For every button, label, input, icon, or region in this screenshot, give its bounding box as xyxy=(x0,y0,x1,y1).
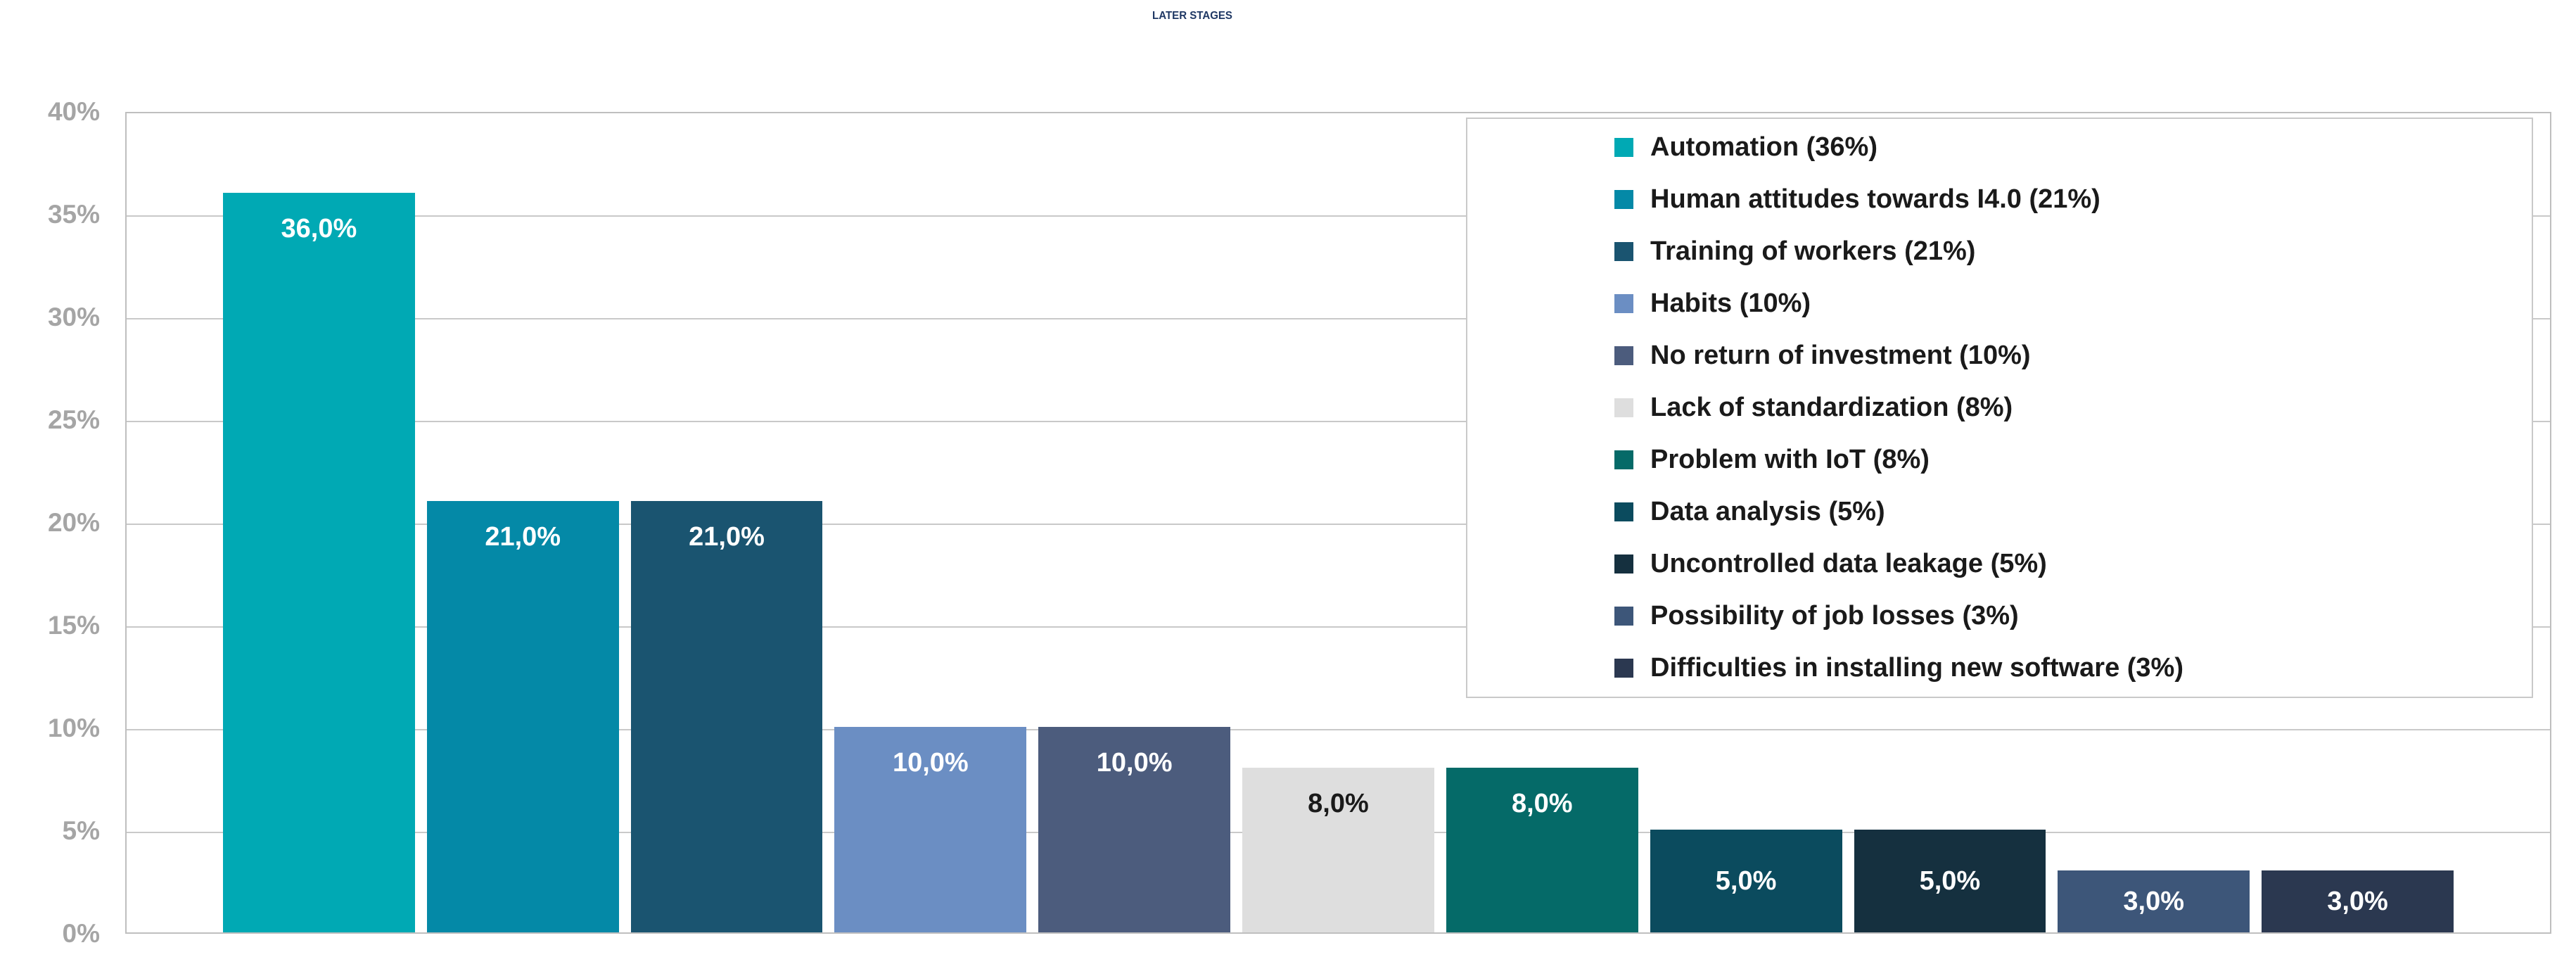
gridline xyxy=(127,729,2550,730)
y-axis-tick-label: 15% xyxy=(47,611,100,640)
bar: 10,0% xyxy=(1038,727,1231,932)
legend-item: Uncontrolled data leakage (5%) xyxy=(1614,538,2532,590)
y-axis-tick-label: 30% xyxy=(47,303,100,331)
y-axis-tick-label: 5% xyxy=(62,816,100,845)
bar-value-label: 21,0% xyxy=(485,522,561,552)
legend-item-label: Automation (36%) xyxy=(1650,132,1877,162)
legend-swatch xyxy=(1614,502,1633,521)
legend-swatch xyxy=(1614,607,1633,626)
gridline xyxy=(127,215,2550,217)
legend-swatch xyxy=(1614,190,1633,209)
legend-swatch xyxy=(1614,294,1633,313)
bar: 10,0% xyxy=(834,727,1027,932)
bar-value-label: 10,0% xyxy=(892,748,969,778)
legend: Automation (36%) Human attitudes towards … xyxy=(1466,118,2533,698)
chart-title: LATER STAGES xyxy=(1152,10,1232,22)
bar-value-label: 10,0% xyxy=(1096,748,1173,778)
gridline xyxy=(127,318,2550,319)
gridline xyxy=(127,421,2550,422)
legend-item: Difficulties in installing new software … xyxy=(1614,642,2532,695)
bar: 36,0% xyxy=(223,193,415,932)
legend-swatch xyxy=(1614,554,1633,573)
legend-item-label: Data analysis (5%) xyxy=(1650,497,1885,526)
legend-swatch xyxy=(1614,659,1633,678)
legend-item: Training of workers (21%) xyxy=(1614,226,2532,278)
bar-value-label: 21,0% xyxy=(689,522,765,552)
legend-swatch xyxy=(1614,138,1633,157)
legend-item: Data analysis (5%) xyxy=(1614,486,2532,538)
bar: 5,0% xyxy=(1650,830,1842,932)
legend-swatch xyxy=(1614,450,1633,469)
y-axis-tick-label: 40% xyxy=(47,97,100,126)
legend-item-label: Difficulties in installing new software … xyxy=(1650,653,2183,683)
bar-value-label: 3,0% xyxy=(2327,886,2388,916)
bar-value-label: 5,0% xyxy=(1919,866,1981,896)
legend-item-label: Uncontrolled data leakage (5%) xyxy=(1650,549,2047,578)
bar-value-label: 5,0% xyxy=(1715,866,1777,896)
legend-item: Automation (36%) xyxy=(1614,122,2532,174)
legend-item: Habits (10%) xyxy=(1614,278,2532,330)
legend-item: No return of investment (10%) xyxy=(1614,330,2532,382)
legend-swatch xyxy=(1614,398,1633,417)
y-axis-tick-label: 25% xyxy=(47,405,100,434)
bar: 8,0% xyxy=(1446,768,1638,932)
y-axis: 40% 35% 30% 25% 20% 15% 10% 5% 0% xyxy=(0,0,106,976)
legend-item-label: Possibility of job losses (3%) xyxy=(1650,601,2019,630)
y-axis-tick-label: 35% xyxy=(47,200,100,229)
bar: 3,0% xyxy=(2262,870,2454,932)
legend-item: Lack of standardization (8%) xyxy=(1614,382,2532,434)
bar: 5,0% xyxy=(1854,830,2046,932)
legend-item: Human attitudes towards I4.0 (21%) xyxy=(1614,174,2532,226)
legend-item-label: Lack of standardization (8%) xyxy=(1650,393,2013,422)
y-axis-tick-label: 10% xyxy=(47,714,100,742)
bar-value-label: 8,0% xyxy=(1308,789,1369,818)
bar: 3,0% xyxy=(2058,870,2250,932)
bar: 8,0% xyxy=(1242,768,1434,932)
legend-item-label: Human attitudes towards I4.0 (21%) xyxy=(1650,184,2100,214)
bars-row: 36,0% 21,0% 21,0% 10,0% 10,0% 8,0% 8,0% 5,0% 5,0… xyxy=(127,113,2550,932)
legend-item: Possibility of job losses (3%) xyxy=(1614,590,2532,642)
bar-value-label: 8,0% xyxy=(1511,789,1573,818)
bar: 21,0% xyxy=(630,501,823,932)
gridline xyxy=(127,524,2550,525)
legend-swatch xyxy=(1614,346,1633,365)
legend-item-label: No return of investment (10%) xyxy=(1650,341,2031,370)
bar-value-label: 36,0% xyxy=(281,214,357,243)
y-axis-tick-label: 20% xyxy=(47,508,100,537)
legend-item: Problem with IoT (8%) xyxy=(1614,434,2532,486)
legend-item-label: Problem with IoT (8%) xyxy=(1650,445,1930,474)
y-axis-tick-label: 0% xyxy=(62,919,100,948)
bar-value-label: 3,0% xyxy=(2123,886,2185,916)
legend-item-label: Training of workers (21%) xyxy=(1650,236,1976,266)
bar: 21,0% xyxy=(426,501,619,932)
legend-item-label: Habits (10%) xyxy=(1650,289,1811,318)
legend-swatch xyxy=(1614,242,1633,261)
gridline xyxy=(127,626,2550,628)
